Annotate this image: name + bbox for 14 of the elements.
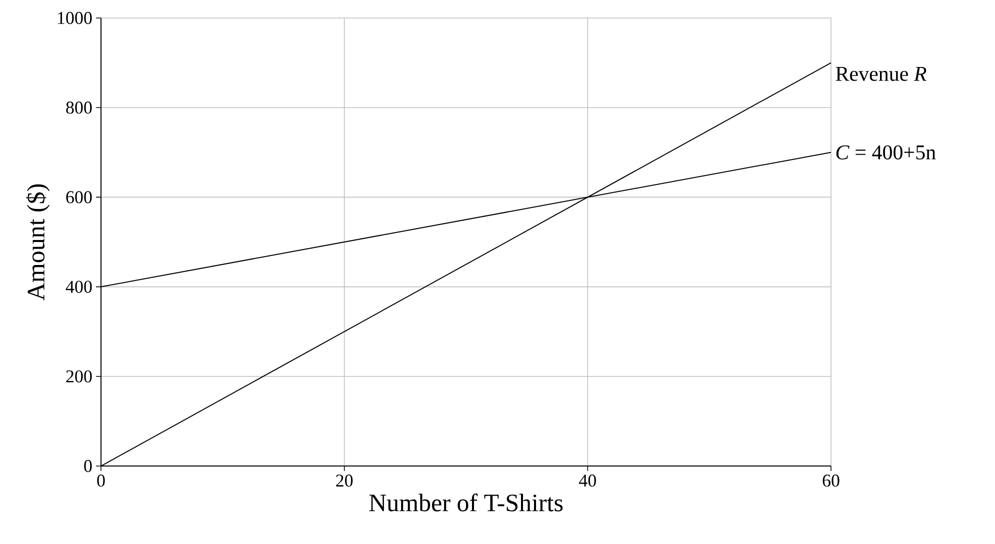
y-axis-title: Amount ($) (26, 184, 50, 300)
y-tick-label: 600 (66, 191, 92, 204)
x-tick-label: 0 (97, 474, 105, 487)
y-tick-label: 800 (66, 102, 92, 114)
series-label: C = 400+5n (836, 145, 936, 160)
x-tick-label: 20 (336, 474, 353, 487)
x-tick-label: 40 (579, 474, 596, 487)
y-tick-label: 0 (84, 460, 92, 472)
y-tick-label: 400 (66, 280, 92, 293)
x-tick-label: 60 (822, 474, 840, 487)
series-label: Revenue R (836, 66, 926, 81)
y-tick-label: 1000 (58, 12, 92, 24)
x-axis-title: Number of T-Shirts (369, 494, 563, 512)
y-tick-label: 200 (66, 370, 92, 382)
